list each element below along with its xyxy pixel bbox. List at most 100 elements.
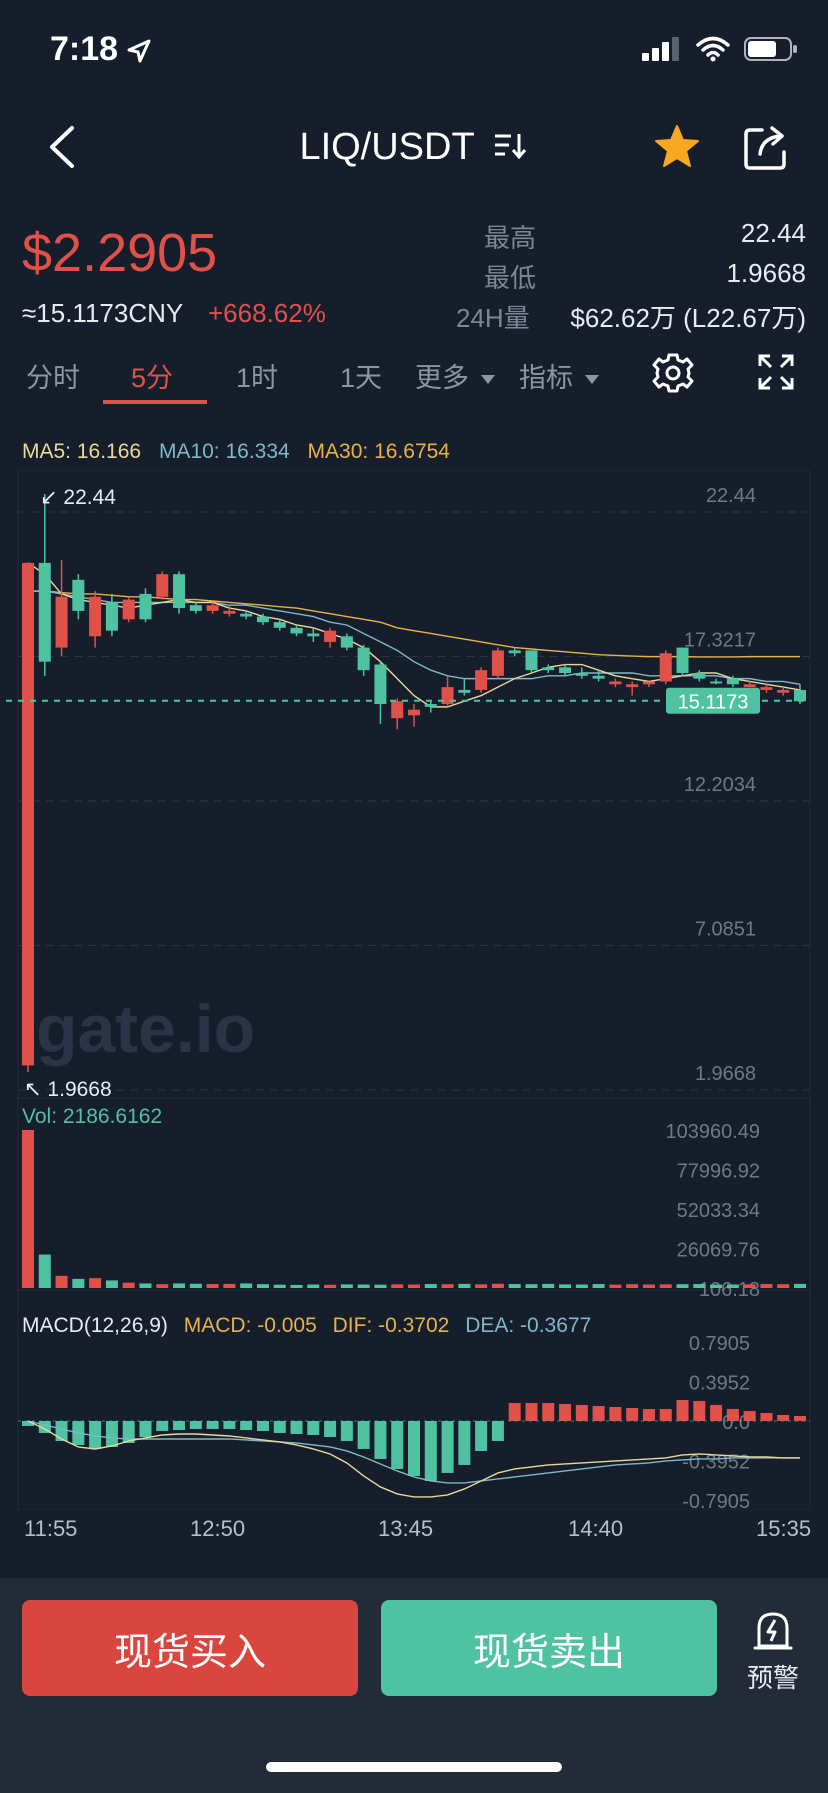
candle-body	[676, 647, 689, 673]
volume-bar	[659, 1284, 672, 1288]
volume-bar	[307, 1284, 320, 1288]
high-value: 22.44	[740, 218, 806, 248]
macd-histogram-bar	[542, 1403, 555, 1421]
volume-bar	[777, 1284, 790, 1288]
macd-axis-tick: -0.7905	[682, 1491, 750, 1510]
macd-axis-tick: 0.3952	[689, 1373, 750, 1395]
macd-histogram-bar	[173, 1421, 186, 1430]
volume-bar	[206, 1284, 219, 1288]
macd-histogram-bar	[206, 1421, 219, 1429]
back-chevron-icon[interactable]	[40, 122, 90, 172]
macd-value: MACD: -0.005	[183, 1314, 317, 1337]
volume-bar	[642, 1284, 655, 1288]
candle-body	[726, 678, 739, 685]
tab-more[interactable]: 更多	[415, 356, 495, 395]
macd-histogram-bar	[743, 1411, 756, 1421]
volume-bar	[508, 1284, 521, 1288]
volume-bar	[374, 1284, 387, 1288]
price-alert-button[interactable]: 预警	[740, 1608, 806, 1693]
macd-histogram-bar	[122, 1421, 135, 1443]
volume-bar	[105, 1280, 118, 1288]
macd-histogram-bar	[642, 1409, 655, 1421]
time-tick: 15:35	[756, 1516, 812, 1541]
gear-icon[interactable]	[652, 352, 694, 394]
macd-histogram-bar	[659, 1409, 672, 1421]
macd-histogram-bar	[609, 1407, 622, 1421]
volume-bar	[156, 1284, 169, 1288]
candle-body	[559, 667, 572, 673]
volume-bar	[340, 1284, 353, 1288]
volume-bar	[525, 1284, 538, 1288]
candle-body	[290, 627, 303, 634]
macd-histogram-bar	[777, 1415, 790, 1421]
macd-histogram-bar	[491, 1421, 504, 1441]
candle-body	[760, 687, 773, 690]
volume-bar	[324, 1284, 337, 1288]
tab-5min[interactable]: 5分	[131, 363, 174, 393]
status-bar: 7:18	[0, 0, 828, 100]
candle-body	[374, 664, 387, 705]
candle-body	[542, 667, 555, 671]
home-indicator	[266, 1762, 562, 1772]
volume-bar	[542, 1283, 555, 1288]
volume-bar	[173, 1283, 186, 1288]
candle-body	[72, 579, 85, 611]
volume-bar	[38, 1254, 51, 1288]
fullscreen-icon[interactable]	[758, 354, 794, 390]
macd-histogram-bar	[592, 1406, 605, 1421]
volume-bar	[273, 1284, 286, 1288]
macd-histogram-bar	[408, 1421, 420, 1476]
tab-1day[interactable]: 1天	[340, 363, 383, 393]
volume-bar	[357, 1284, 370, 1288]
pair-title[interactable]: LIQ/USDT	[0, 126, 828, 169]
interval-tabs: 分时 5分 1时 1天 更多 指标	[0, 350, 828, 410]
candle-body	[340, 636, 353, 648]
candle-body	[391, 701, 404, 719]
macd-histogram-bar	[391, 1421, 404, 1469]
macd-histogram-bar	[710, 1405, 723, 1421]
battery-icon	[744, 37, 797, 61]
candle-body	[189, 605, 202, 611]
tab-indicator[interactable]: 指标	[519, 356, 599, 395]
kline-chart[interactable]: 22.44 17.3217 12.2034 7.0851 1.9668 gate.io ↙ …	[0, 470, 828, 1510]
tab-1hour[interactable]: 1时	[236, 363, 279, 393]
share-icon[interactable]	[740, 122, 790, 172]
candle-body	[357, 647, 370, 671]
volume-bar	[676, 1284, 689, 1288]
volume-bar	[189, 1283, 202, 1288]
candle-body	[475, 670, 488, 690]
time-tick: 14:40	[568, 1516, 624, 1541]
signal-icon	[642, 37, 679, 61]
low-label: 最低	[484, 263, 537, 293]
volume-bar	[290, 1284, 303, 1288]
volume-axis-tick: 103960.49	[665, 1121, 760, 1143]
spot-buy-button[interactable]: 现货买入	[22, 1600, 358, 1696]
tab-time-sharing[interactable]: 分时	[26, 363, 80, 393]
macd-histogram-bar	[290, 1421, 303, 1434]
dea-line	[27, 1420, 800, 1484]
macd-histogram-bar	[626, 1408, 639, 1421]
volume-bar	[726, 1284, 739, 1288]
macd-histogram-bar	[139, 1421, 152, 1437]
volume-bar	[408, 1284, 420, 1288]
macd-legend: MACD(12,26,9) MACD: -0.005 DIF: -0.3702 …	[22, 1314, 591, 1338]
macd-histogram-bar	[256, 1421, 269, 1431]
price-axis-tick: 1.9668	[695, 1063, 756, 1085]
candle-body	[626, 684, 639, 688]
spot-sell-button[interactable]: 现货卖出	[381, 1600, 717, 1696]
candle-body	[307, 633, 320, 637]
star-icon[interactable]	[652, 122, 702, 172]
macd-params: MACD(12,26,9)	[22, 1314, 168, 1337]
ma30-value: MA30: 16.6754	[307, 440, 450, 463]
macd-histogram-bar	[55, 1421, 68, 1441]
chevron-down-icon	[585, 375, 599, 385]
candle-body	[173, 574, 186, 609]
volume-axis-tick: 26069.76	[677, 1239, 760, 1261]
macd-histogram-bar	[575, 1405, 588, 1421]
volume-bar	[391, 1284, 404, 1288]
high-label: 最高	[484, 223, 537, 253]
candle-body	[575, 672, 588, 676]
macd-histogram-bar	[22, 1421, 34, 1426]
volume-axis-tick: 106.18	[699, 1279, 760, 1301]
switch-pair-icon[interactable]	[493, 131, 529, 161]
